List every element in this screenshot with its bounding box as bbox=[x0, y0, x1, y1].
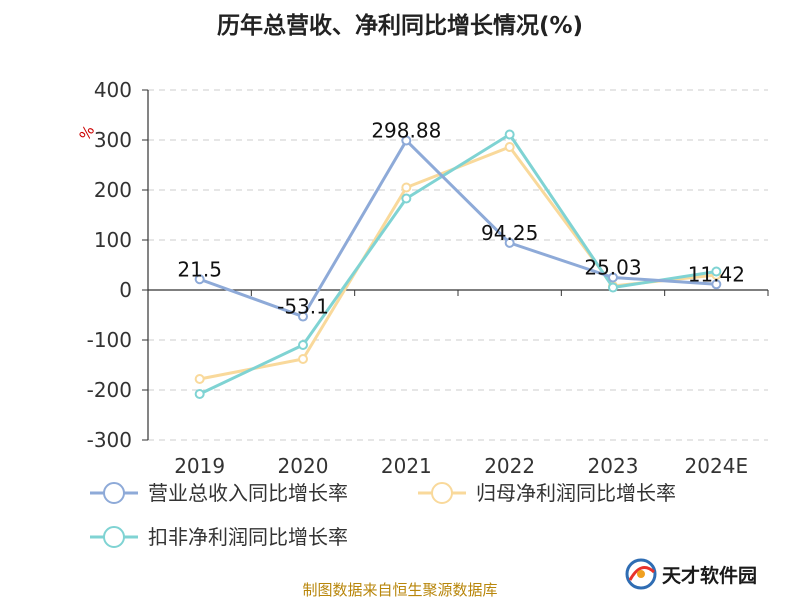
data-point bbox=[504, 129, 515, 140]
data-point bbox=[608, 272, 618, 283]
data-label: 11.42 bbox=[688, 262, 745, 286]
data-label: 94.25 bbox=[481, 221, 538, 245]
y-tick-label: 300 bbox=[94, 128, 132, 152]
legend-swatch-marker bbox=[431, 482, 453, 504]
data-label: -53.1 bbox=[277, 295, 329, 319]
data-label: 298.88 bbox=[371, 119, 441, 143]
brand-name: 天才软件园 bbox=[662, 564, 757, 587]
data-point bbox=[401, 135, 412, 146]
x-tick-label: 2020 bbox=[278, 454, 329, 478]
legend-swatch-marker bbox=[103, 482, 125, 504]
series-line bbox=[199, 133, 717, 396]
data-point bbox=[608, 282, 618, 293]
data-point bbox=[401, 193, 412, 204]
data-point bbox=[711, 279, 722, 290]
y-tick-label: 200 bbox=[94, 178, 132, 202]
axes bbox=[147, 90, 768, 440]
data-point bbox=[194, 389, 205, 399]
y-tick-label: -200 bbox=[87, 378, 132, 402]
series-line bbox=[199, 139, 717, 319]
x-tick-label: 2023 bbox=[588, 454, 639, 478]
swirl-logo-icon bbox=[625, 558, 657, 590]
x-tick-label: 2024E bbox=[685, 454, 749, 478]
data-point bbox=[504, 142, 515, 152]
x-tick-label: 2021 bbox=[381, 454, 432, 478]
data-point bbox=[194, 274, 205, 285]
data-point bbox=[298, 354, 308, 364]
y-tick-label: -100 bbox=[87, 328, 132, 352]
legend-label: 归母净利润同比增长率 bbox=[476, 481, 676, 505]
data-point bbox=[504, 237, 515, 248]
legend-swatch-marker bbox=[103, 526, 125, 548]
y-tick-label: 0 bbox=[119, 278, 132, 302]
chart-title: 历年总营收、净利同比增长情况(%) bbox=[217, 12, 583, 39]
x-tick-label: 2019 bbox=[174, 454, 225, 478]
legend-label: 扣非净利润同比增长率 bbox=[148, 525, 348, 549]
data-point bbox=[194, 374, 205, 384]
y-tick-label: 100 bbox=[94, 228, 132, 252]
series-group bbox=[194, 129, 722, 399]
source-note: 制图数据来自恒生聚源数据库 bbox=[302, 581, 497, 599]
y-tick-label: -300 bbox=[87, 428, 132, 452]
data-point bbox=[401, 182, 412, 193]
data-point bbox=[711, 266, 722, 277]
data-point bbox=[298, 340, 308, 350]
x-axis-ticks: 2019 2020 2021 2022 2023 2024E bbox=[147, 290, 769, 478]
legend-label: 营业总收入同比增长率 bbox=[148, 481, 348, 505]
data-point bbox=[298, 311, 308, 322]
y-axis-ticks: 400 300 200 100 0 -100 -200 -300 bbox=[87, 78, 148, 452]
data-label: 21.5 bbox=[177, 257, 222, 281]
x-tick-label: 2022 bbox=[484, 454, 535, 478]
brand-logo: 天才软件园 bbox=[625, 558, 757, 590]
data-labels: 21.5 -53.1 298.88 94.25 25.03 11.42 bbox=[177, 119, 745, 319]
data-label: 25.03 bbox=[584, 255, 641, 279]
gridlines bbox=[148, 89, 768, 441]
y-tick-label: 400 bbox=[94, 78, 132, 102]
